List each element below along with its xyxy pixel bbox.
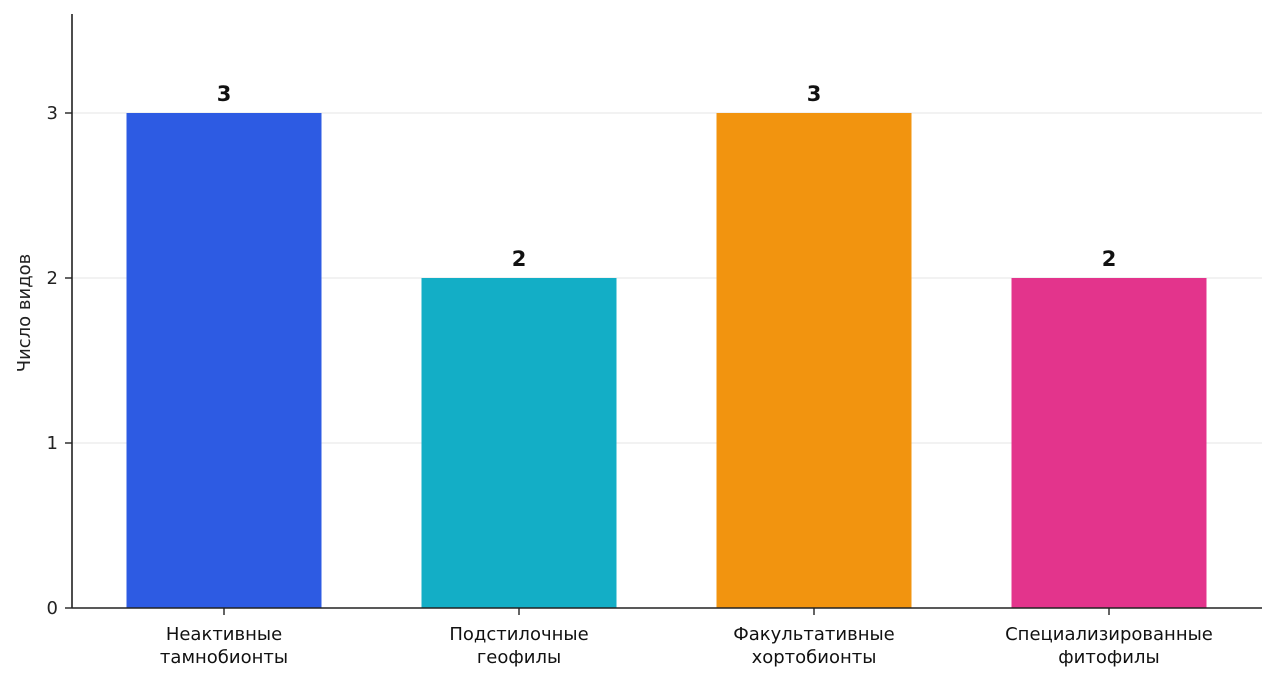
bar-value-label: 3 [807,82,822,106]
x-ticks: Неактивные тамнобионты Подстилочные геофилы… [160,608,1213,668]
x-tick-label: Факультативные хортобионты [733,624,895,668]
bar [421,278,617,608]
y-tick-label: 3 [47,103,58,124]
bars [126,113,1207,608]
bar-value-label: 2 [512,247,527,271]
y-tick-label: 2 [47,268,58,289]
value-labels: 3 2 3 2 [217,82,1117,271]
y-tick-label: 1 [47,433,58,454]
bar-value-label: 2 [1102,247,1117,271]
y-tick-label: 0 [47,598,58,619]
x-tick-label: Подстилочные геофилы [449,624,588,668]
y-axis-title: Число видов [14,254,35,373]
bar [1011,278,1207,608]
bar [716,113,912,608]
bar [126,113,322,608]
x-tick-label: Специализированные фитофилы [1005,624,1213,668]
bar-value-label: 3 [217,82,232,106]
x-tick-label: Неактивные тамнобионты [160,624,288,668]
y-ticks: 0 1 2 3 [47,103,72,619]
